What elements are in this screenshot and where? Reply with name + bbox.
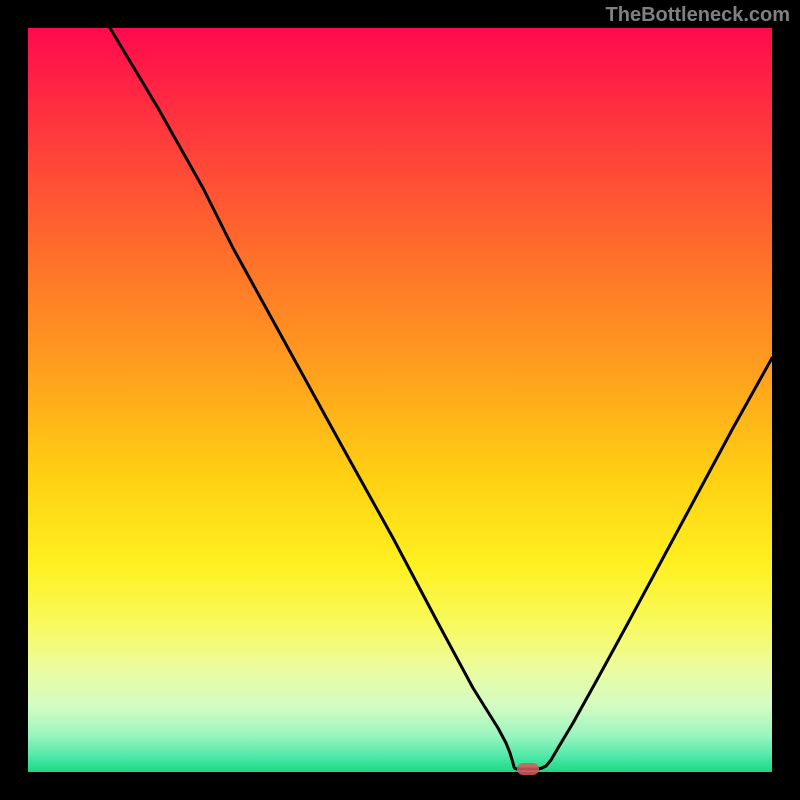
plot-area	[28, 28, 772, 772]
gradient-background	[28, 28, 772, 772]
watermark-text: TheBottleneck.com	[606, 4, 790, 27]
chart-container: TheBottleneck.com	[0, 0, 800, 800]
optimal-marker	[517, 763, 539, 775]
